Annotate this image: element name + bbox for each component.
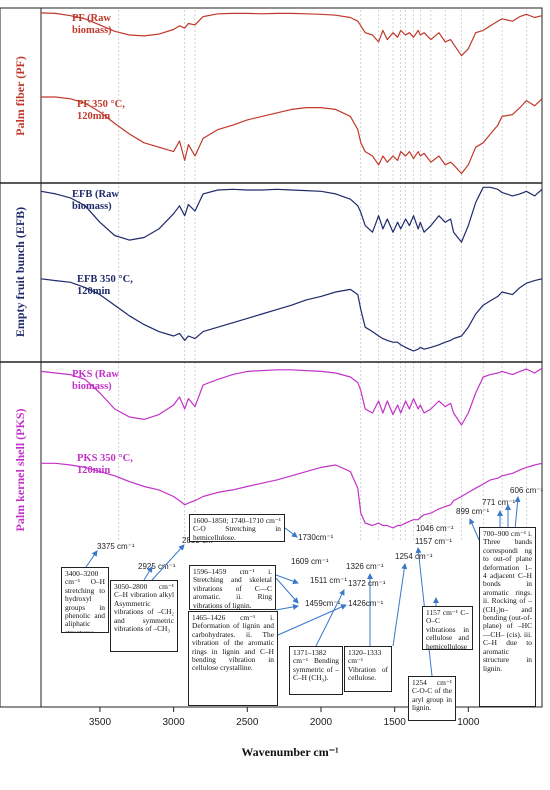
annotation-arrow [275, 574, 299, 585]
trace-label-pf-raw: PF (Raw biomass) [72, 13, 112, 36]
panel-label-pf: Palm fiber (PF) [13, 56, 27, 136]
trace-label-line: EFB (Raw [72, 189, 119, 200]
trace-label-line: 120min [77, 465, 110, 476]
peak-label: 1326 cm⁻¹ [346, 562, 384, 571]
tick-label: 3500 [89, 717, 112, 728]
panel-label-efb: Empty fruit bunch (EFB) [13, 207, 27, 337]
series-line-1-1 [40, 278, 543, 352]
trace-label-line: biomass) [72, 25, 112, 36]
annotation-arrow [392, 563, 408, 647]
annotation-arrow [275, 603, 299, 611]
annotation-arrow [143, 566, 153, 581]
tick-label: 2500 [236, 717, 259, 728]
trace-label-line: PKS 350 °C, [77, 453, 133, 464]
trace-label-efb-raw: EFB (Raw biomass) [72, 189, 119, 212]
annotation-1596: 1596–1459 cm⁻¹ i. Stretching and skeleta… [189, 565, 276, 610]
trace-label-efb-350: EFB 350 °C, 120min [77, 274, 133, 297]
peak-label: 1730cm⁻¹ [298, 533, 334, 542]
tick-label: 2000 [310, 717, 333, 728]
peak-label: 2925 cm⁻¹ [138, 562, 176, 571]
series-line-1-0 [40, 186, 543, 243]
tick-label: 1500 [384, 717, 407, 728]
trace-label-pks-350: PKS 350 °C, 120min [77, 453, 133, 476]
trace-label-line: PF (Raw [72, 13, 111, 24]
tick-label: 1000 [457, 717, 480, 728]
annotation-arrow [315, 589, 345, 647]
peak-label: 771 cm⁻¹ [482, 498, 515, 507]
annotation-1465: 1465–1426 cm⁻¹ i. Deformation of lignin … [188, 611, 278, 706]
annotation-1254: 1254 cm⁻¹ C-O-C of the aryl group in lig… [408, 676, 456, 721]
tick-label: 3000 [162, 717, 185, 728]
annotation-arrow [151, 544, 185, 581]
trace-label-line: PF 350 °C, [77, 99, 125, 110]
grid-lines [118, 10, 527, 540]
peak-label: 1254 cm⁻¹ [395, 552, 433, 561]
annotation-arrows [85, 496, 521, 677]
series-line-2-1 [41, 462, 543, 529]
annotation-arrow [85, 550, 98, 568]
peak-label: 1511 cm⁻¹ [310, 576, 347, 585]
x-axis-label: Wavenumber cm⁻¹ [241, 745, 339, 759]
series-lines [40, 12, 543, 529]
peak-label: 3375 cm⁻¹ [97, 542, 135, 551]
annotation-arrow [275, 577, 299, 604]
panel-label-pks: Palm kernel shell (PKS) [13, 409, 27, 532]
annotation-arrow [284, 527, 298, 538]
trace-label-line: PKS (Raw [72, 369, 119, 380]
trace-labels: PF (Raw biomass) PF 350 °C, 120min EFB (Ra… [72, 13, 133, 476]
peak-label: 1609 cm⁻¹ [291, 557, 329, 566]
trace-label-line: EFB 350 °C, [77, 274, 133, 285]
annotation-1157: 1157 cm⁻¹ C–O–C vibrations in cellulose … [422, 606, 473, 650]
peak-label: 1157 cm⁻¹ [415, 537, 452, 546]
series-line-0-0 [40, 12, 543, 57]
annotation-arrow [277, 604, 347, 636]
plot-frame [40, 7, 543, 708]
peak-label: 1046 cm⁻¹ [416, 524, 454, 533]
series-line-0-1 [41, 96, 543, 175]
peak-label: 606 cm⁻¹ [510, 486, 543, 495]
x-axis-ticks: 3500 3000 2500 2000 1500 1000 [89, 707, 480, 728]
trace-label-pf-350: PF 350 °C, 120min [77, 99, 125, 122]
peak-label: 1372 cm⁻¹ [348, 579, 386, 588]
trace-label-line: biomass) [72, 381, 112, 392]
annotation-1600: 1600–1850; 1740–1710 cm⁻¹ C-O Stretching… [189, 514, 285, 542]
peak-label: 1426cm⁻¹ [348, 599, 384, 608]
peak-label: 1459cm⁻¹ [305, 599, 341, 608]
annotation-arrow [469, 518, 480, 541]
annotation-3050: 3050–2800 cm⁻¹ C–H vibration alkyl Asymm… [110, 580, 178, 652]
trace-label-line: biomass) [72, 201, 112, 212]
trace-label-line: 120min [77, 286, 110, 297]
panel-frames [0, 7, 543, 708]
series-line-2-0 [40, 367, 543, 426]
annotation-700: 700–900 cm⁻¹ i. Three bands correspondi … [479, 527, 536, 707]
peak-label: 899 cm⁻¹ [456, 507, 489, 516]
annotation-arrow [514, 496, 521, 531]
annotation-1371: 1371–1382 cm⁻¹ Bending symmetric of –C–H… [289, 646, 343, 695]
annotation-1320: 1320–1333 cm⁻¹ Vibration of cellulose. [344, 646, 392, 692]
annotation-3400: 3400–3200 cm⁻¹ O–H stretching to hydroxy… [61, 567, 109, 633]
trace-label-pks-raw: PKS (Raw biomass) [72, 369, 119, 392]
trace-label-line: 120min [77, 111, 110, 122]
